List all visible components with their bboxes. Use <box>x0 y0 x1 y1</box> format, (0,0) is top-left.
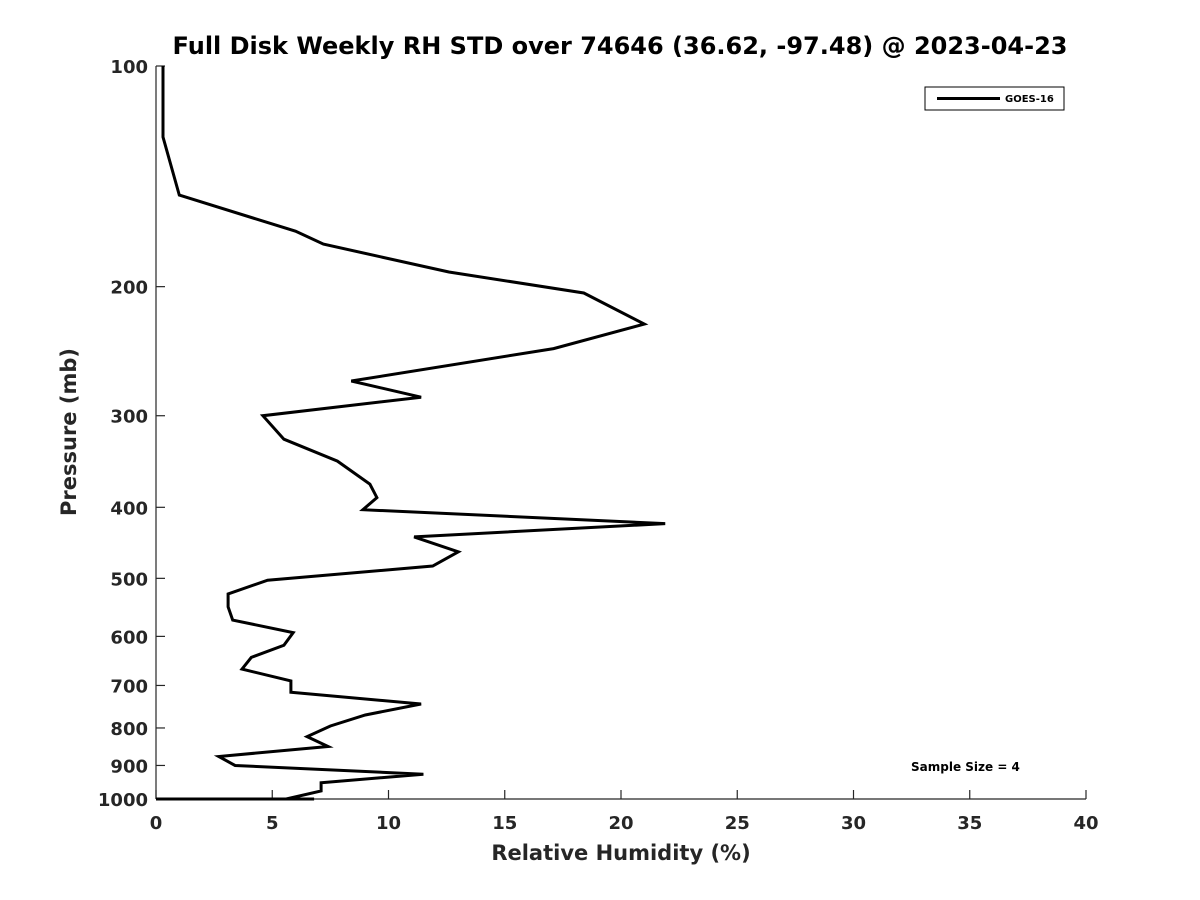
y-ticks: 100 200 300 400 500 600 700 800 900 1000 <box>98 57 165 811</box>
y-tick-label: 700 <box>110 676 148 697</box>
x-tick-label: 25 <box>725 813 750 834</box>
x-axis-label: Relative Humidity (%) <box>491 841 750 865</box>
y-tick-label: 100 <box>110 57 148 78</box>
x-tick-label: 40 <box>1073 813 1098 834</box>
y-tick-label: 600 <box>110 627 148 648</box>
y-tick-label: 1000 <box>98 790 148 811</box>
x-tick-label: 0 <box>150 813 163 834</box>
sample-size-annotation: Sample Size = 4 <box>911 760 1020 774</box>
x-tick-label: 10 <box>376 813 401 834</box>
y-axis-label: Pressure (mb) <box>57 348 81 516</box>
series-line-goes-16 <box>156 66 666 801</box>
y-tick-label: 200 <box>110 278 148 299</box>
y-tick-label: 500 <box>110 569 148 590</box>
plot-area: 0 5 10 15 20 25 30 35 40 100 200 300 400 500 600 700 80… <box>98 57 1099 834</box>
chart-title: Full Disk Weekly RH STD over 74646 (36.6… <box>173 32 1068 60</box>
x-tick-label: 20 <box>608 813 633 834</box>
y-tick-label: 300 <box>110 407 148 428</box>
x-ticks: 0 5 10 15 20 25 30 35 40 <box>150 790 1099 834</box>
legend-label: GOES-16 <box>1005 94 1054 105</box>
y-tick-label: 900 <box>110 756 148 777</box>
y-tick-label: 800 <box>110 719 148 740</box>
x-tick-label: 15 <box>492 813 517 834</box>
legend: GOES-16 <box>924 86 1065 111</box>
x-tick-label: 5 <box>266 813 279 834</box>
y-tick-label: 400 <box>110 498 148 519</box>
x-tick-label: 35 <box>957 813 982 834</box>
x-tick-label: 30 <box>841 813 866 834</box>
